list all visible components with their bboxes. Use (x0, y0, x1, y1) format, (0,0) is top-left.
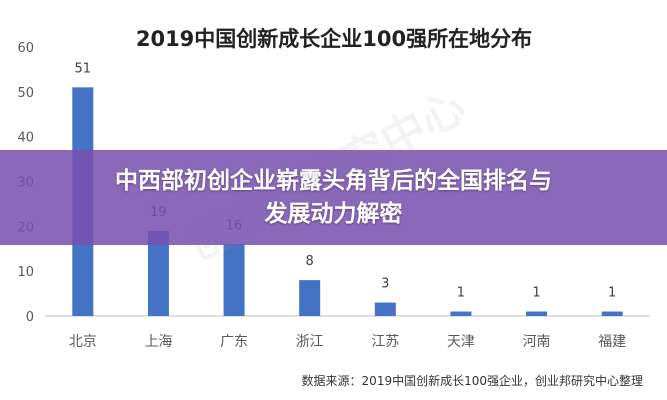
bar (147, 230, 169, 316)
y-tick-label: 0 (26, 310, 34, 325)
bar (223, 244, 245, 316)
bar-value-label: 1 (532, 286, 540, 301)
bar-value-label: 8 (306, 254, 314, 269)
source-note: 数据来源：2019中国创新成长100强企业，创业邦研究中心整理 (302, 373, 643, 388)
y-tick-label: 50 (17, 86, 34, 101)
bar-value-label: 1 (457, 286, 465, 301)
headline-line-1: 中西部初创企业崭露头角背后的全国排名与 (115, 168, 552, 194)
x-tick-label: 江苏 (371, 334, 399, 350)
y-tick-label: 40 (17, 131, 34, 146)
bar (374, 302, 396, 316)
bar (601, 311, 623, 316)
x-tick-label: 天津 (447, 334, 475, 350)
headline-line-2: 发展动力解密 (264, 201, 403, 227)
x-tick-label: 浙江 (296, 334, 324, 350)
y-tick-label: 10 (17, 265, 34, 280)
bar (450, 311, 472, 316)
x-tick-label: 福建 (598, 334, 626, 350)
bar-value-label: 1 (608, 286, 616, 301)
bar (526, 311, 548, 316)
bar (299, 280, 321, 316)
x-tick-label: 北京 (69, 334, 97, 350)
headline-banner: 中西部初创企业崭露头角背后的全国排名与 发展动力解密 (0, 150, 667, 245)
bar-value-label: 51 (75, 61, 92, 76)
chart-title: 2019中国创新成长企业100强所在地分布 (136, 27, 532, 51)
x-tick-label: 河南 (523, 334, 551, 350)
x-tick-label: 广东 (220, 334, 248, 350)
y-tick-label: 60 (17, 41, 34, 56)
x-axis-tick-labels: 北京 上海 广东 浙江 江苏 天津 河南 福建 (69, 334, 626, 350)
x-tick-label: 上海 (144, 334, 172, 350)
bar-value-label: 3 (381, 277, 389, 292)
